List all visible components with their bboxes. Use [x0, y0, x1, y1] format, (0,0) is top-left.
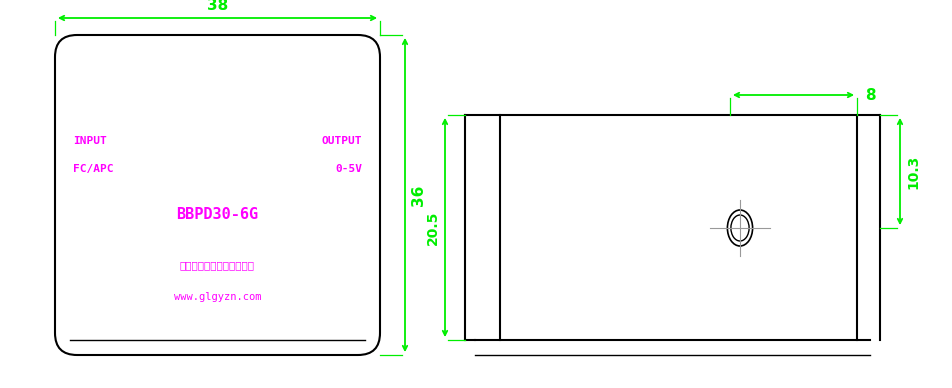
Text: 0-5V: 0-5V [335, 165, 362, 174]
Text: 38: 38 [207, 0, 228, 13]
Text: OUTPUT: OUTPUT [321, 135, 362, 146]
Text: INPUT: INPUT [73, 135, 107, 146]
Text: 36: 36 [410, 184, 426, 206]
Text: 10.3: 10.3 [905, 154, 919, 189]
Text: FC/APC: FC/APC [73, 165, 113, 174]
Text: BBPD30-6G: BBPD30-6G [176, 207, 258, 222]
Text: 20.5: 20.5 [426, 210, 440, 245]
Text: www.glgyzn.com: www.glgyzn.com [173, 293, 261, 302]
Ellipse shape [726, 210, 752, 246]
Ellipse shape [730, 215, 748, 241]
Text: 8: 8 [864, 88, 875, 102]
FancyBboxPatch shape [55, 35, 380, 355]
Text: 桂林光翅智能科技有限公司: 桂林光翅智能科技有限公司 [180, 260, 255, 270]
